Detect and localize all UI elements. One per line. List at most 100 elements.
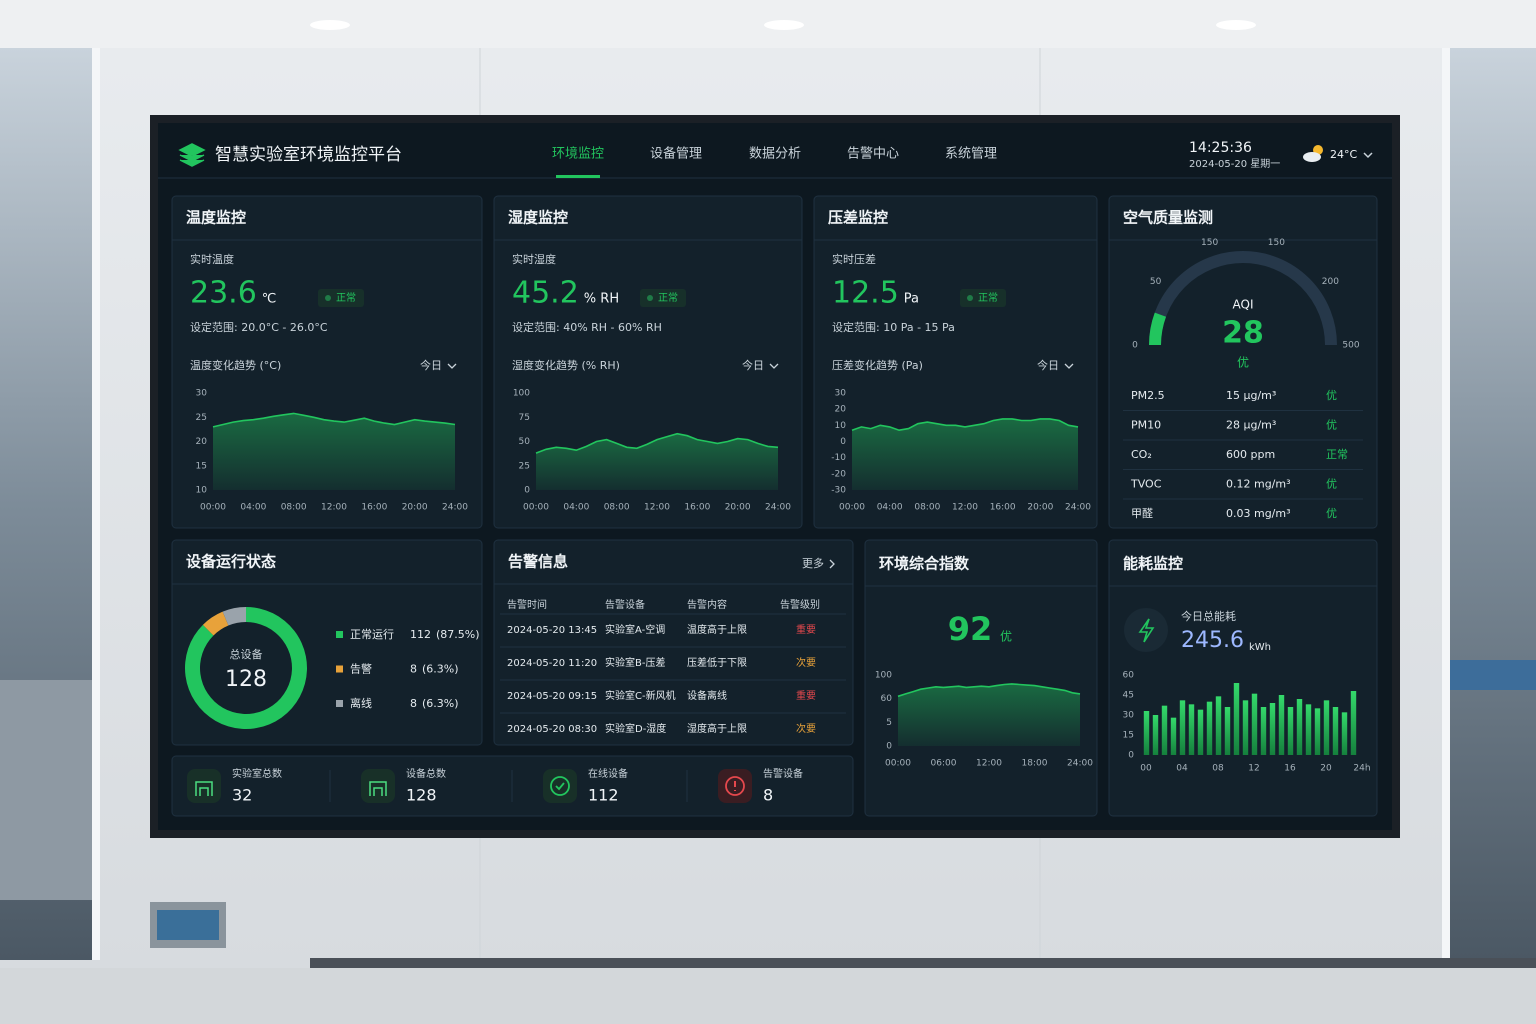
nav-item[interactable]: 设备管理: [650, 146, 702, 162]
legend-swatch: [336, 665, 343, 673]
card-title: 空气质量监测: [1123, 209, 1213, 227]
period-select[interactable]: 今日: [1037, 358, 1059, 372]
label: 甲醛: [1131, 506, 1153, 520]
period-select[interactable]: 今日: [420, 358, 442, 372]
weather: 24°C: [1330, 148, 1357, 161]
tick-label: -10: [831, 453, 846, 463]
card: [171, 539, 483, 746]
cell: 湿度高于上限: [687, 722, 747, 735]
label: 温度变化趋势 (°C): [190, 358, 281, 372]
tick-label: 60: [1123, 671, 1135, 681]
nav-item[interactable]: 告警中心: [847, 146, 899, 162]
nav-item[interactable]: 数据分析: [749, 147, 801, 162]
legend-value: 8: [410, 663, 417, 676]
legend-label: 告警: [350, 662, 372, 676]
bar: [1143, 711, 1150, 755]
bar: [1269, 703, 1276, 755]
label: 设定范围: 10 Pa - 15 Pa: [832, 320, 955, 334]
grade: 优: [1326, 419, 1337, 432]
wall-edge: [1442, 48, 1450, 960]
nav-underline: [556, 175, 600, 178]
wall-edge: [92, 48, 100, 960]
cell: 温度高于上限: [687, 623, 747, 636]
unit: % RH: [584, 292, 619, 307]
legend-label: 正常运行: [350, 628, 394, 641]
bar: [1314, 708, 1321, 755]
trend-area: [213, 413, 455, 490]
tick-label: 150: [1268, 238, 1285, 248]
nav-item[interactable]: 环境监控: [552, 147, 604, 162]
tick-label: 0: [524, 486, 530, 496]
tick-label: 5: [886, 718, 892, 728]
label: PM10: [1131, 419, 1161, 432]
stat-value: 112: [588, 786, 619, 805]
column-header: 告警级别: [780, 598, 820, 611]
card-title: 告警信息: [508, 553, 568, 571]
label: CO₂: [1131, 448, 1152, 461]
label: 15 μg/m³: [1226, 389, 1276, 402]
legend-value: 112: [410, 628, 431, 641]
tick-label: 60: [881, 694, 893, 704]
more-link[interactable]: 更多: [802, 556, 824, 570]
grade: 优: [1326, 389, 1337, 402]
trend-area: [536, 433, 778, 490]
tick-label: -30: [831, 486, 846, 496]
tick-label: 20:00: [725, 503, 751, 513]
column-header: 告警内容: [687, 598, 727, 611]
tick-label: 08:00: [914, 503, 940, 513]
card: [1108, 195, 1378, 529]
status-badge: [960, 289, 1006, 307]
tick-label: 0: [1132, 341, 1138, 351]
tick-label: 20: [1320, 764, 1332, 774]
legend-percent: (6.3%): [422, 697, 459, 710]
stat-value: 32: [232, 786, 252, 805]
bar: [1233, 683, 1240, 755]
tick-label: 24:00: [1065, 503, 1091, 513]
device-screen: [157, 910, 219, 940]
tick-label: 12:00: [976, 759, 1002, 769]
reading: 12.5: [832, 276, 899, 311]
cell: 实验室D-湿度: [605, 722, 666, 735]
stat-icon: [187, 769, 221, 803]
tick-label: 04:00: [240, 503, 266, 513]
label: 压差变化趋势 (Pa): [832, 358, 923, 372]
bar: [1152, 715, 1159, 755]
tick-label: 25: [196, 413, 207, 423]
grade: 正常: [1326, 448, 1348, 461]
bar: [1332, 707, 1339, 755]
label: 0.03 mg/m³: [1226, 507, 1291, 520]
period-select[interactable]: 今日: [742, 358, 764, 372]
grade: 优: [1326, 507, 1337, 520]
legend-value: 8: [410, 697, 417, 710]
tick-label: 20:00: [402, 503, 428, 513]
stat-glyph: [550, 776, 570, 796]
bar: [1296, 699, 1303, 755]
tick-label: 12: [1248, 764, 1259, 774]
bar: [1197, 709, 1204, 755]
tick-label: 06:00: [931, 759, 957, 769]
app-title: 智慧实验室环境监控平台: [215, 145, 402, 165]
tick-label: 18:00: [1022, 759, 1048, 769]
stat-glyph: [195, 781, 213, 796]
tick-label: 30: [835, 389, 847, 399]
label: 实验室总数: [232, 767, 282, 780]
tick-label: 24:00: [442, 503, 468, 513]
index-value: 92: [948, 610, 993, 648]
status-badge: [318, 289, 364, 307]
tick-label: 150: [1201, 238, 1218, 248]
bar: [1161, 705, 1168, 755]
tick-label: 20: [196, 437, 208, 447]
tick-label: -20: [831, 469, 846, 479]
tick-label: 50: [519, 437, 531, 447]
tick-label: 12:00: [952, 503, 978, 513]
cell: 2024-05-20 08:30: [507, 724, 597, 735]
stat-icon: [543, 769, 577, 803]
label: 今日总能耗: [1181, 609, 1236, 623]
date: 2024-05-20 星期一: [1189, 158, 1280, 170]
card-title: 环境综合指数: [879, 555, 970, 573]
bar: [1224, 707, 1231, 755]
status: 正常: [978, 291, 998, 304]
label: 实时温度: [190, 252, 234, 266]
trend-area: [852, 418, 1078, 490]
nav-item[interactable]: 系统管理: [945, 147, 997, 162]
